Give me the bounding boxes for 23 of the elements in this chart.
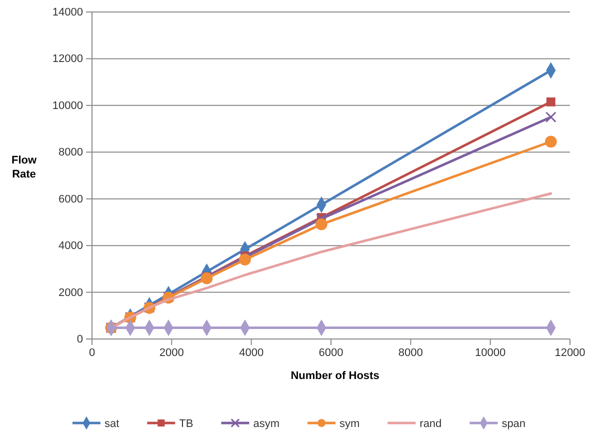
y-axis-title: Flow Rate [11, 154, 37, 180]
x-tick-label: 12000 [554, 346, 586, 359]
y-tick-label: 0 [76, 334, 83, 346]
y-tick-label: 10000 [52, 100, 83, 112]
y-tick-label: 2000 [58, 286, 83, 299]
y-tick-label: 8000 [58, 146, 83, 159]
x-tick-label: 0 [88, 346, 96, 359]
y-tick-label: 14000 [52, 6, 83, 19]
x-tick-label: 8000 [398, 346, 423, 359]
legend-label: rand [420, 418, 442, 430]
x-tick-label: 2000 [159, 346, 184, 359]
legend-label: asym [253, 418, 280, 430]
legend-label: TB [179, 418, 194, 430]
x-tick-label: 4000 [239, 346, 264, 359]
legend-label: span [502, 418, 526, 430]
y-tick-label: 4000 [58, 240, 83, 252]
y-tick-label: 6000 [58, 193, 83, 206]
legend-label: sym [339, 418, 360, 430]
x-tick-label: 6000 [318, 346, 344, 359]
x-axis-title: Number of Hosts [290, 370, 380, 382]
x-tick-label: 10000 [475, 346, 506, 359]
legend-label: sat [104, 418, 120, 430]
y-tick-label: 12000 [52, 53, 83, 66]
